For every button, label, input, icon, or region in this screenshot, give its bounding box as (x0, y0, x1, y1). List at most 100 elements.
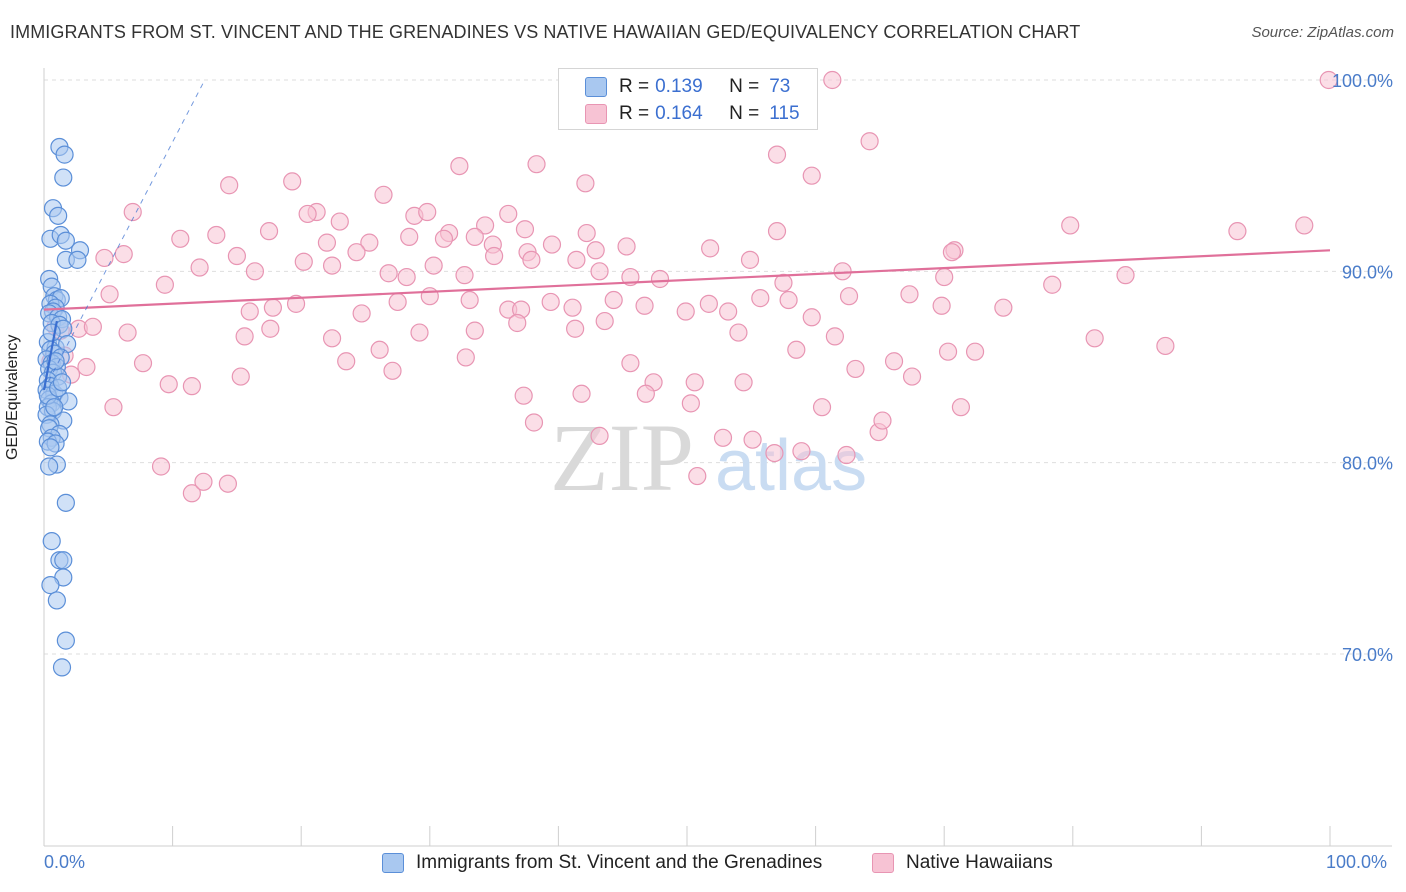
watermark-atlas: atlas (715, 426, 867, 506)
data-point (352, 304, 371, 323)
data-point (337, 352, 356, 371)
data-point (902, 367, 922, 386)
legend-swatch-pink (872, 853, 894, 873)
data-point (1085, 329, 1104, 348)
data-point (52, 658, 72, 677)
data-point (456, 348, 475, 367)
data-point (514, 386, 533, 405)
data-point (713, 428, 733, 447)
watermark-zip: ZIP (550, 404, 694, 511)
data-point (118, 323, 137, 342)
data-point (434, 229, 454, 248)
data-point (951, 398, 971, 417)
data-point (590, 426, 609, 445)
data-point (812, 398, 832, 417)
legend-swatch-pink (585, 104, 607, 124)
data-point (263, 298, 283, 317)
data-point (42, 323, 61, 342)
data-point (475, 216, 495, 235)
data-point (566, 319, 585, 338)
data-point (508, 313, 527, 333)
data-point (182, 377, 201, 396)
data-point (792, 442, 811, 461)
data-point (360, 233, 379, 252)
data-point (294, 252, 313, 271)
data-point (900, 285, 919, 304)
axes (43, 68, 1392, 847)
data-point (374, 185, 393, 204)
legend-swatch-blue (382, 853, 404, 873)
data-point (837, 445, 856, 465)
data-point (719, 302, 738, 321)
data-point (524, 413, 544, 432)
data-point (418, 202, 437, 222)
legend-n-label: N = (729, 103, 760, 124)
data-point (825, 327, 844, 346)
data-point (379, 264, 398, 283)
data-point (259, 222, 279, 241)
data-point (515, 220, 535, 239)
data-point (159, 375, 178, 394)
data-point (604, 290, 623, 310)
data-point (41, 438, 60, 457)
data-point (83, 317, 102, 336)
data-point (938, 342, 958, 361)
data-point (1295, 216, 1314, 235)
x-tick-label-max: 100.0% (1326, 852, 1388, 872)
data-point (676, 302, 695, 321)
data-point (635, 296, 654, 315)
legend-label-native-hawaiians: Native Hawaiians (906, 852, 1053, 873)
data-point (227, 246, 246, 266)
data-point (330, 212, 349, 231)
data-point (54, 168, 73, 187)
data-point (563, 298, 582, 317)
data-point (465, 227, 484, 246)
data-point (802, 308, 821, 327)
source-credit: Source: ZipAtlas.com (1251, 24, 1394, 41)
data-point (47, 591, 66, 610)
data-point (617, 237, 636, 256)
data-point (586, 241, 605, 260)
data-point (54, 551, 73, 570)
data-point (743, 430, 762, 449)
data-point (965, 342, 985, 361)
data-point (541, 292, 560, 312)
data-point (522, 250, 541, 269)
data-point (240, 302, 259, 321)
data-point (577, 223, 596, 243)
data-point (767, 145, 787, 164)
data-point (595, 311, 614, 331)
data-point (383, 361, 402, 380)
data-point (194, 472, 213, 491)
legend-row-st-vincent: R = 0.139 N = 73 (585, 75, 791, 99)
data-point (322, 329, 342, 348)
data-point (400, 227, 419, 246)
legend-item-st-vincent: Immigrants from St. Vincent and the Gren… (382, 852, 822, 874)
data-point (1319, 70, 1338, 90)
data-point (46, 352, 65, 371)
chart-title: IMMIGRANTS FROM ST. VINCENT AND THE GREN… (10, 22, 1081, 42)
data-point (68, 250, 87, 269)
data-point (56, 631, 75, 650)
data-point (455, 266, 474, 285)
data-point (636, 384, 655, 403)
legend-row-native-hawaiians: R = 0.164 N = 115 (585, 102, 800, 126)
data-point (485, 246, 504, 266)
data-point (370, 340, 389, 359)
legend-n-value: 73 (769, 76, 791, 97)
legend-r-value: 0.164 (655, 103, 703, 124)
data-point (424, 256, 443, 275)
data-point (235, 327, 254, 346)
data-point (823, 70, 842, 90)
trend-line-st-vincent-extension (43, 79, 206, 391)
data-point (465, 321, 484, 340)
data-point (685, 373, 704, 392)
data-point (283, 172, 302, 191)
data-point (729, 323, 748, 342)
data-point (261, 319, 280, 338)
legend-n-value: 115 (769, 103, 800, 124)
stats-legend: R = 0.139 N = 73 R = 0.164 N = 115 (558, 68, 818, 130)
series-native-hawaiians (41, 70, 1338, 503)
data-point (420, 287, 439, 306)
